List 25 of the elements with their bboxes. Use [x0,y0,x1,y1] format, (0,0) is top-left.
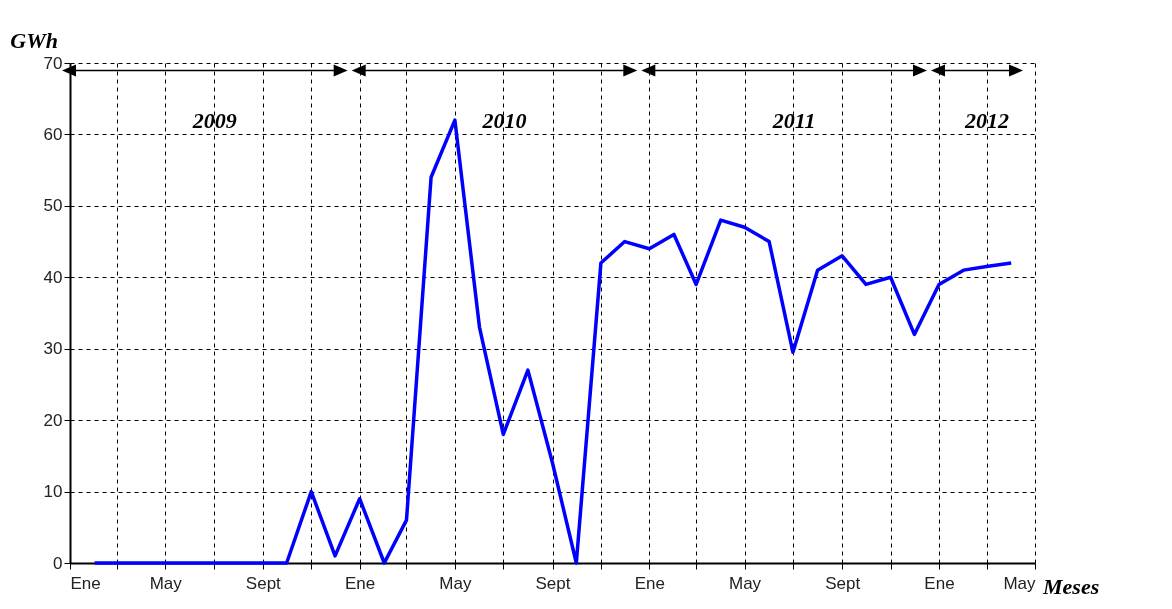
x-tick-label: Ene [345,573,376,593]
x-tick-label: Sept [245,573,282,593]
x-tick-label: Sept [825,573,861,593]
x-tick-label: May [439,573,472,593]
x-axis-title: Meses [1042,574,1100,599]
annotation: 2012 [963,107,1009,133]
y-tick-label: 10 [43,482,63,502]
x-tick-label: Ene [924,573,955,593]
y-tick-label: 20 [43,410,63,430]
x-tick-label: May [149,573,183,593]
y-tick-label: 30 [43,339,63,359]
y-tick-label: 0 [53,553,63,573]
y-tick-label: 60 [43,124,63,144]
y-tick-label: 50 [43,196,63,216]
y-axis-title: GWh [10,28,58,53]
annotation: 2009 [191,107,237,133]
x-tick-label: May [1003,573,1036,593]
x-tick-label: Sept [535,573,571,593]
x-tick-label: Ene [634,573,665,593]
x-tick-label: Ene [70,573,101,593]
x-tick-label: May [728,573,762,593]
annotation: 2010 [481,107,527,133]
y-tick-label: 40 [43,267,63,287]
annotation: 2011 [771,107,816,133]
y-tick-label: 70 [43,53,63,73]
